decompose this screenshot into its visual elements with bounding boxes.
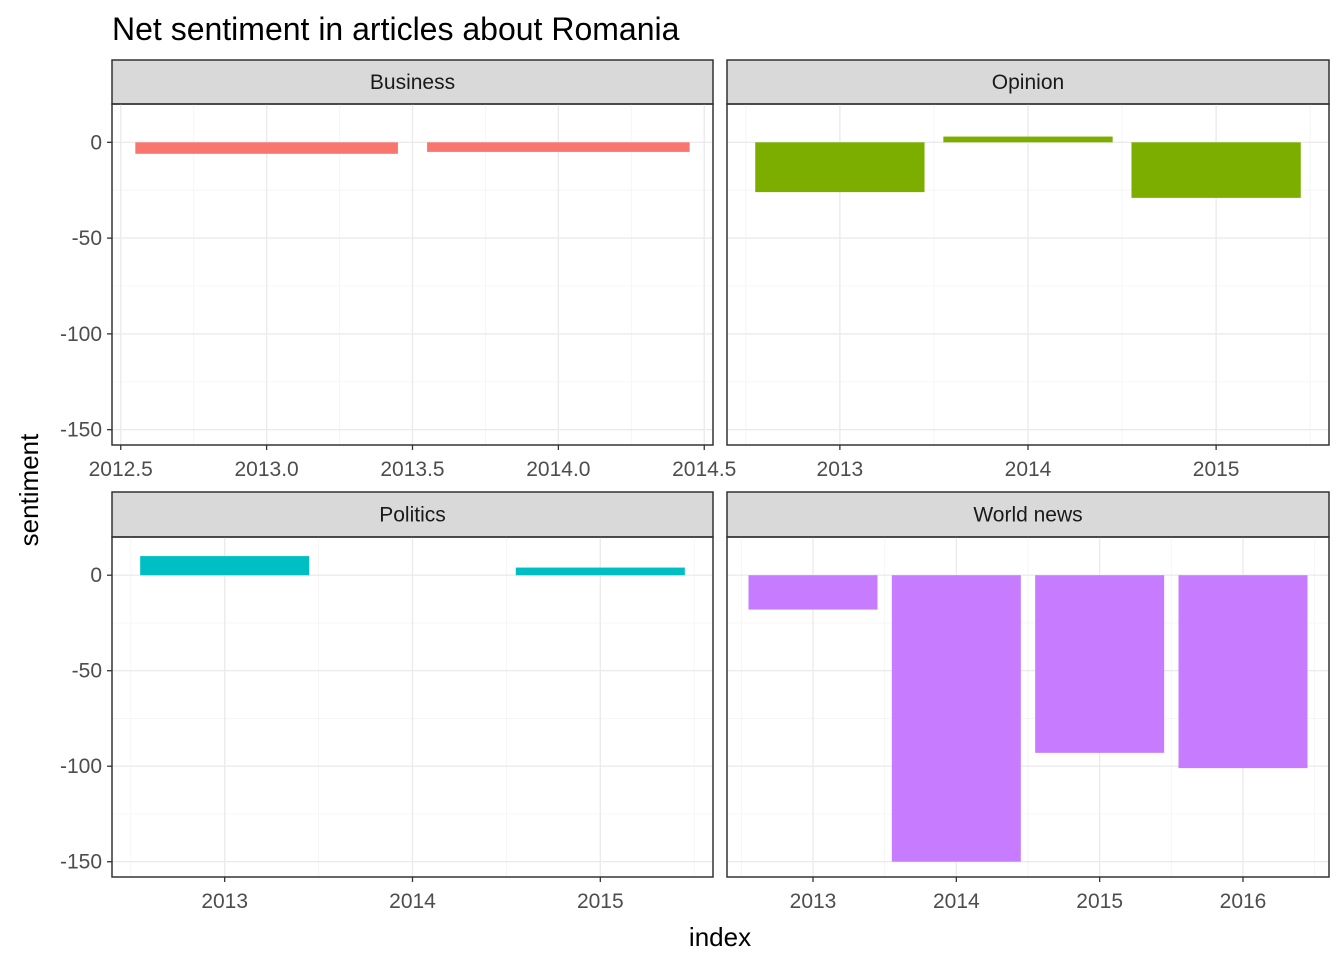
x-tick-label: 2013.5 [380,458,444,481]
bar-business-2013 [135,142,398,154]
x-tick-label: 2013 [790,890,837,913]
chart-title: Net sentiment in articles about Romania [112,11,680,47]
bar-world-news-2016 [1178,575,1308,769]
x-tick-label: 2015 [1193,458,1240,481]
y-tick-label: -100 [60,755,102,778]
x-tick-label: 2013.0 [235,458,299,481]
bar-politics-2013 [140,556,310,576]
x-tick-label: 2012.5 [89,458,153,481]
x-tick-label: 2014.0 [526,458,590,481]
facet-strip [726,59,1330,105]
y-tick-label: -50 [72,227,102,250]
x-tick-label: 2016 [1220,890,1267,913]
y-axis-title: sentiment [14,433,44,546]
bar-politics-2015 [515,567,685,576]
x-tick-label: 2014.5 [672,458,736,481]
y-tick-label: -50 [72,660,102,683]
panel-border [726,536,1330,878]
y-tick-label: -150 [60,419,102,442]
y-tick-label: -150 [60,851,102,874]
facet-strip [111,59,714,105]
bar-opinion-2013 [755,142,925,193]
x-tick-label: 2014 [389,890,436,913]
bar-opinion-2014 [943,136,1113,143]
bar-world-news-2014 [891,575,1021,862]
x-tick-label: 2014 [933,890,980,913]
facet-strip [111,491,714,538]
x-tick-label: 2013 [817,458,864,481]
x-tick-label: 2013 [201,890,248,913]
x-axis-title: index [689,922,751,952]
facet-business: Business 0 -50 -100 -150 2012.5 2013.0 2013.5 20… [60,59,736,481]
facet-strip-label: Opinion [992,71,1064,94]
facet-strip-label: Business [370,71,455,94]
bar-business-2014 [427,142,690,152]
x-tick-label: 2015 [577,890,624,913]
facet-panels: Business 0 -50 -100 -150 2012.5 2013.0 2013.5 20… [60,59,1330,913]
bar-world-news-2015 [1035,575,1165,753]
bar-world-news-2013 [748,575,878,610]
facet-opinion: Opinion 2013 2014 2015 [726,59,1330,481]
facet-world-news: World news 2013 2014 2015 2016 [726,491,1330,913]
facet-strip-label: Politics [379,504,446,527]
y-tick-label: 0 [90,131,102,154]
y-tick-label: -100 [60,323,102,346]
bar-opinion-2015 [1131,142,1301,198]
x-tick-label: 2014 [1005,458,1052,481]
facet-politics: Politics 0 -50 -100 -150 2013 2014 2015 [60,491,714,913]
facet-strip-label: World news [973,504,1082,527]
x-tick-label: 2015 [1076,890,1123,913]
y-tick-label: 0 [90,564,102,587]
